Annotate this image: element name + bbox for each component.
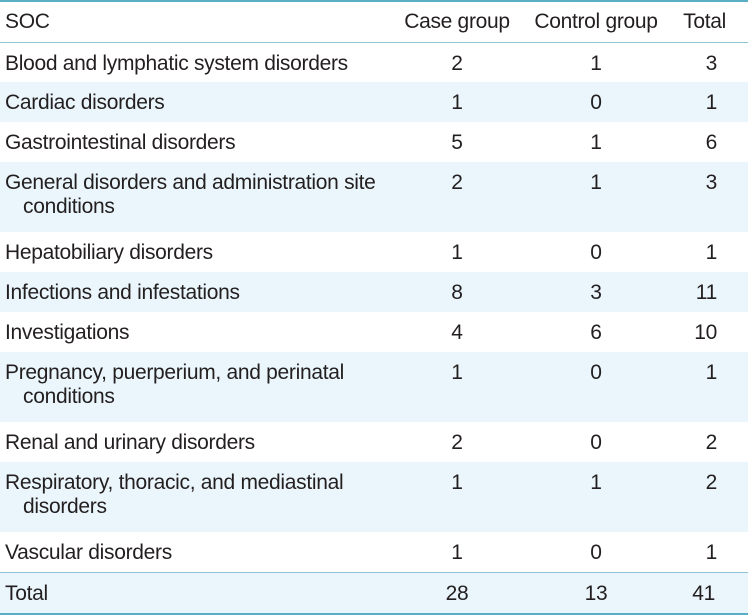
total-cell: 3 (705, 51, 718, 75)
total-cell: 2 (705, 431, 718, 454)
case-cell: 2 (451, 171, 463, 194)
table-row: Hepatobiliary disorders 1 0 1 (0, 232, 748, 272)
header-soc: SOC (5, 10, 50, 33)
case-cell: 1 (451, 361, 463, 384)
soc-cell: Vascular disorders (5, 541, 172, 564)
case-cell: 1 (451, 541, 463, 564)
footer-control-cell: 13 (584, 581, 608, 605)
soc-cell: Respiratory, thoracic, and mediastinal d… (5, 471, 344, 518)
total-cell: 1 (705, 91, 718, 114)
table-row: Vascular disorders 1 0 1 (0, 532, 748, 572)
soc-cell: Renal and urinary disorders (5, 431, 255, 454)
total-cell: 2 (705, 471, 718, 494)
control-cell: 1 (590, 51, 602, 75)
table-row: Cardiac disorders 1 0 1 (0, 82, 748, 122)
table-row: Renal and urinary disorders 2 0 2 (0, 422, 748, 462)
soc-cell: Blood and lymphatic system disorders (5, 51, 348, 75)
header-row: SOC Case group Control group Total (0, 1, 748, 42)
case-cell: 5 (451, 131, 463, 154)
case-cell: 2 (451, 51, 463, 75)
soc-cell: Hepatobiliary disorders (5, 241, 213, 264)
control-cell: 6 (590, 321, 602, 344)
case-cell: 8 (451, 281, 463, 304)
table-row: Investigations 4 6 10 (0, 312, 748, 352)
soc-cell: Investigations (5, 321, 130, 344)
total-cell: 3 (705, 171, 718, 194)
total-cell: 1 (705, 241, 718, 264)
total-cell: 1 (705, 361, 718, 384)
total-cell: 10 (694, 321, 717, 344)
control-cell: 0 (590, 91, 602, 114)
total-cell: 11 (695, 281, 718, 304)
table-row: General disorders and administration sit… (0, 162, 748, 232)
control-cell: 1 (590, 171, 602, 194)
soc-cell: Infections and infestations (5, 281, 240, 304)
soc-cell: Gastrointestinal disorders (5, 131, 236, 154)
header-total: Total (683, 10, 726, 33)
table-row: Blood and lymphatic system disorders 2 1… (0, 42, 748, 82)
total-cell: 6 (705, 131, 718, 154)
soc-cell: Pregnancy, puerperium, and perinatal con… (5, 361, 345, 408)
footer-case-cell: 28 (445, 581, 469, 605)
header-control-group: Control group (534, 10, 658, 33)
case-cell: 2 (451, 431, 463, 454)
total-cell: 1 (705, 541, 718, 564)
footer-total-cell: 41 (692, 581, 715, 605)
table-row: Respiratory, thoracic, and mediastinal d… (0, 462, 748, 532)
header-case-group: Case group (404, 10, 510, 33)
case-cell: 1 (451, 241, 463, 264)
control-cell: 1 (590, 471, 602, 494)
control-cell: 3 (590, 281, 602, 304)
table-footer: Total 28 13 41 (0, 572, 748, 614)
control-cell: 0 (590, 431, 602, 454)
table-row: Pregnancy, puerperium, and perinatal con… (0, 352, 748, 422)
case-cell: 4 (451, 321, 463, 344)
control-cell: 0 (590, 241, 602, 264)
table-body: Blood and lymphatic system disorders 2 1… (0, 42, 748, 572)
soc-cell: General disorders and administration sit… (5, 171, 376, 218)
case-cell: 1 (451, 91, 463, 114)
table-header: SOC Case group Control group Total (0, 1, 748, 42)
total-row: Total 28 13 41 (0, 572, 748, 614)
control-cell: 0 (590, 541, 602, 564)
case-cell: 1 (451, 471, 463, 494)
table-row: Infections and infestations 8 3 11 (0, 272, 748, 312)
table-row: Gastrointestinal disorders 5 1 6 (0, 122, 748, 162)
control-cell: 0 (590, 361, 602, 384)
soc-cell: Cardiac disorders (5, 91, 165, 114)
footer-soc-cell: Total (5, 581, 48, 605)
control-cell: 1 (590, 131, 602, 154)
